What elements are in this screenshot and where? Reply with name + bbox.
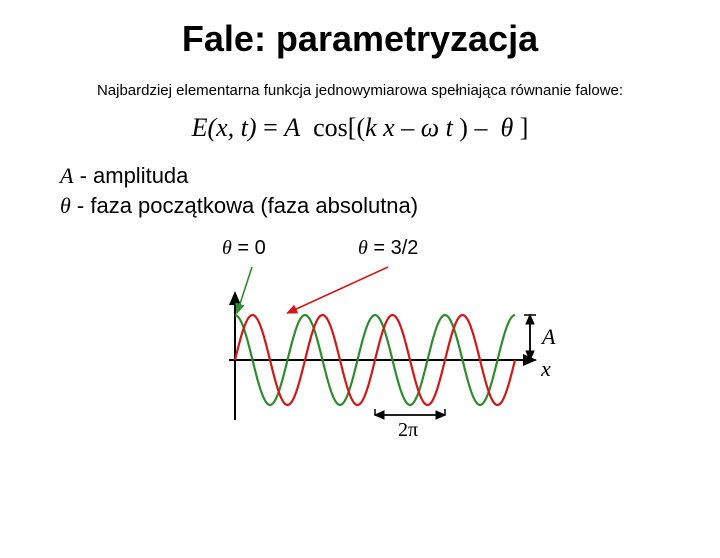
eq-theta: θ — [500, 113, 513, 142]
def-A-text: - amplituda — [73, 163, 188, 188]
subtitle: Najbardziej elementarna funkcja jednowym… — [0, 82, 720, 99]
subtitle-text: Najbardziej elementarna funkcja jednowym… — [97, 82, 623, 99]
def-amplitude: A - amplituda — [60, 163, 720, 189]
eq-m1: – — [395, 113, 421, 142]
eq-E: E — [192, 113, 208, 142]
phase1-text: = 3/2 — [368, 237, 419, 259]
chart-area: θ = 0 θ = 3/2 x A 2π — [0, 237, 720, 477]
eq-t: t — [439, 113, 459, 142]
title-text: Fale: parametryzacja — [182, 18, 538, 59]
phase0-theta: θ — [222, 237, 232, 259]
eq-c2: ] — [513, 113, 528, 142]
period-label: 2π — [398, 419, 418, 442]
definitions: A - amplituda θ - faza początkowa (faza … — [60, 163, 720, 219]
eq-k: k x — [365, 113, 395, 142]
phase-label-1: θ = 3/2 — [358, 237, 418, 260]
def-phase: θ - faza początkowa (faza absolutna) — [60, 193, 720, 219]
phase0-text: = 0 — [232, 237, 266, 259]
wave-chart — [175, 265, 595, 455]
def-theta-text: - faza początkowa (faza absolutna) — [71, 193, 418, 218]
eq-omega: ω — [421, 113, 439, 142]
eq-A: A — [284, 113, 300, 142]
def-theta-symbol: θ — [60, 193, 71, 218]
phase1-theta: θ — [358, 237, 368, 259]
eq-xt: (x, t) — [207, 113, 256, 142]
main-equation: E(x, t) = A cos[(k x – ω t ) – θ ] — [0, 113, 720, 143]
eq-cos: cos[( — [300, 113, 365, 142]
slide-title: Fale: parametryzacja — [0, 18, 720, 60]
eq-m2: – — [468, 113, 501, 142]
amplitude-label: A — [542, 324, 555, 350]
eq-eq: = — [257, 113, 285, 142]
phase-label-0: θ = 0 — [222, 237, 266, 260]
def-A-symbol: A — [60, 163, 73, 188]
x-axis-label: x — [541, 356, 551, 382]
eq-c1: ) — [459, 113, 468, 142]
